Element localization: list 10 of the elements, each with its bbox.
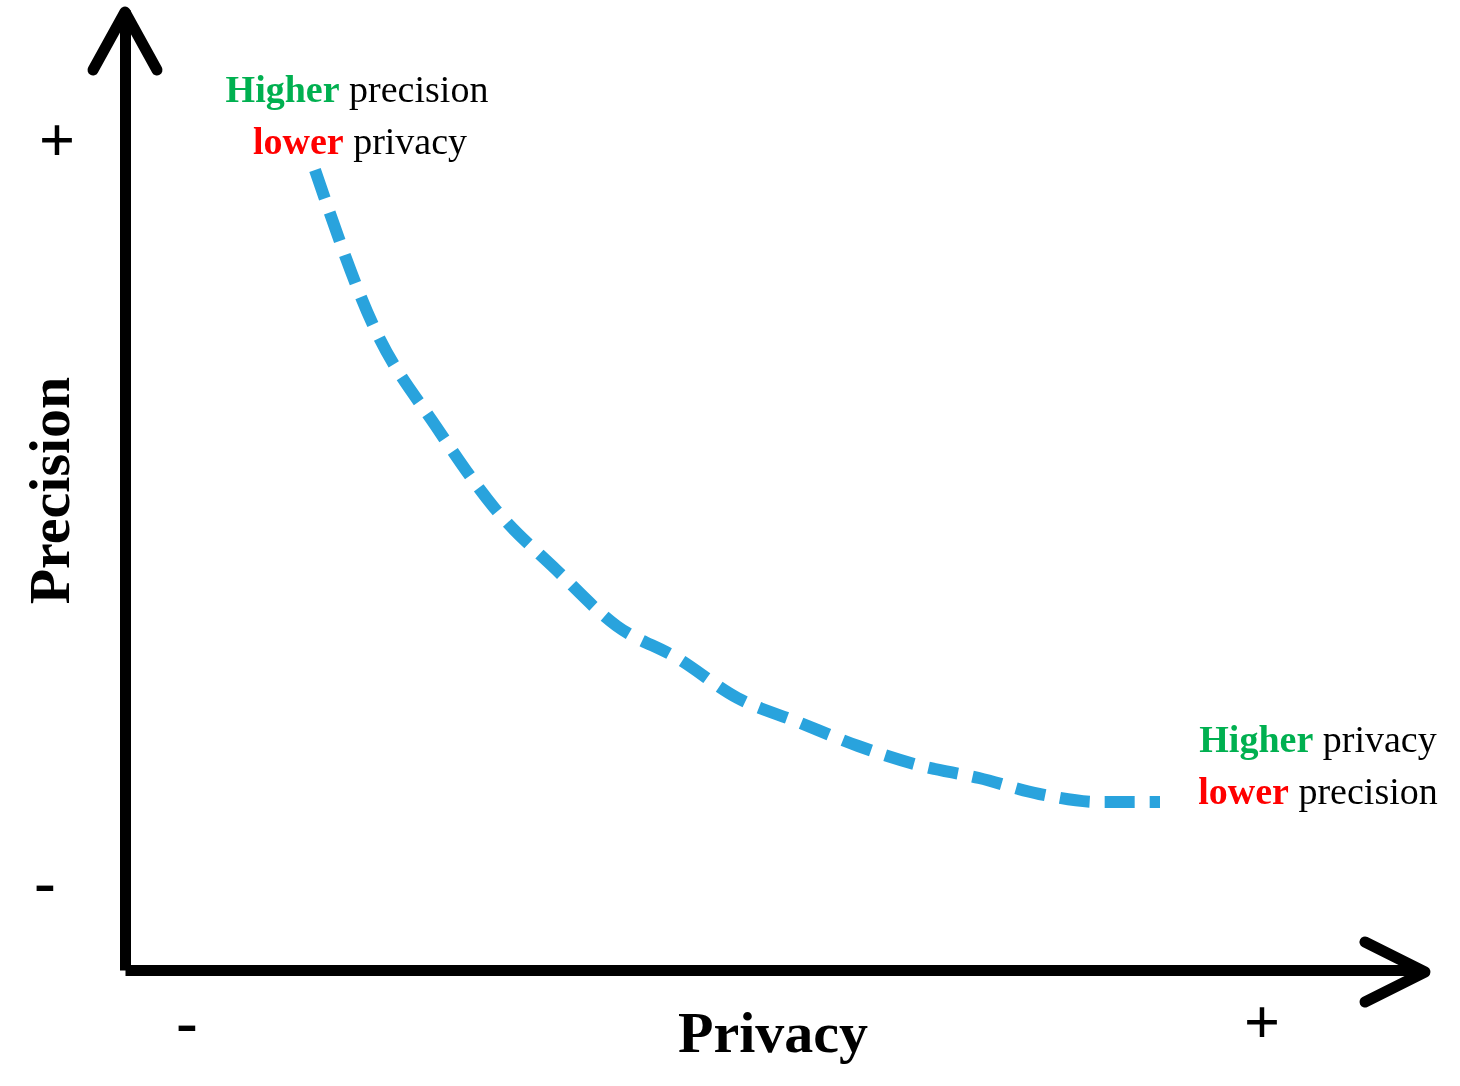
y-axis-title: Precision (16, 376, 82, 605)
x-axis-title: Privacy (677, 999, 869, 1065)
text: Higher precision (225, 68, 489, 110)
text: + (38, 104, 76, 175)
text: + (1243, 986, 1281, 1057)
text: - (34, 846, 56, 917)
text: - (176, 986, 198, 1057)
text: Higher privacy (1199, 718, 1437, 760)
text: lower precision (1198, 770, 1438, 812)
text: lower privacy (252, 120, 468, 162)
